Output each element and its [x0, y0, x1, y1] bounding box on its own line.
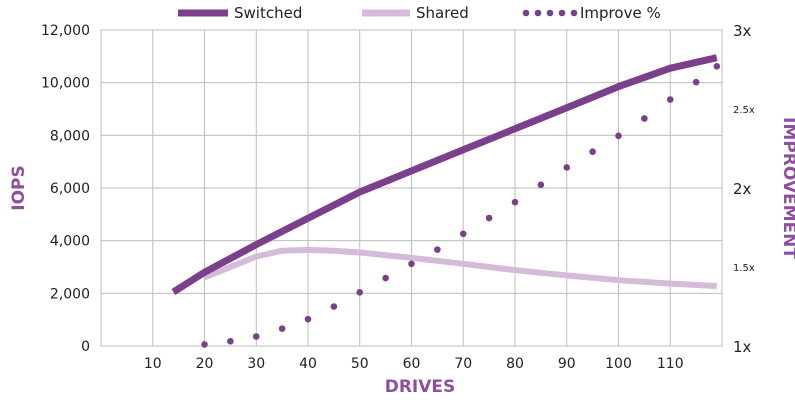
- improve-point: [563, 164, 571, 171]
- improve-point: [304, 315, 312, 323]
- legend-item: Improve %: [522, 4, 661, 22]
- y-axis-title: IOPS: [9, 165, 29, 210]
- grid: [101, 29, 722, 347]
- improve-point: [589, 148, 596, 155]
- improve-point: [511, 198, 519, 206]
- y-tick-label: 2,000: [50, 286, 90, 302]
- series-layer: [171, 54, 721, 348]
- y-tick-label: 12,000: [41, 23, 90, 39]
- improve-point: [356, 288, 364, 296]
- y2-tick-label: 2x: [733, 180, 752, 198]
- improve-point: [408, 260, 415, 268]
- tick-labels: 10 20 30 40 50 60 70 80 90 100 110 0 2,000 4,000 6,000…: [41, 22, 755, 372]
- y2-tick-label: 2.5x: [733, 105, 755, 116]
- legend-label: Improve %: [580, 4, 661, 22]
- y2-tick-label: 3x: [733, 22, 752, 40]
- legend-label: Shared: [416, 4, 469, 22]
- legend-swatch-dot: [522, 9, 530, 17]
- x-tick-label: 50: [351, 356, 369, 372]
- x-tick-label: 100: [605, 356, 632, 372]
- improve-point: [641, 115, 648, 122]
- legend-swatch-dot: [546, 9, 554, 17]
- y-tick-label: 6,000: [50, 181, 90, 197]
- x-tick-label: 110: [657, 356, 684, 372]
- x-tick-label: 80: [506, 356, 524, 372]
- series-line-shared: [203, 246, 717, 289]
- y2-tick-label: 1.5x: [733, 263, 755, 274]
- x-tick-label: 60: [403, 356, 421, 372]
- y-tick-label: 0: [81, 339, 90, 355]
- series-line-switched: [171, 54, 718, 295]
- legend-swatch-dot: [534, 9, 542, 17]
- legend-swatch-dot: [558, 9, 566, 17]
- improve-point: [666, 96, 674, 103]
- series-improve: [201, 63, 721, 348]
- legend-swatch-dot: [570, 9, 578, 17]
- y-tick-label: 8,000: [50, 128, 90, 144]
- y-tick-label: 4,000: [50, 234, 90, 250]
- legend-item: Switched: [178, 4, 302, 22]
- improve-point: [278, 325, 286, 332]
- improve-point: [713, 63, 721, 70]
- improve-point: [227, 337, 234, 345]
- improve-point: [485, 214, 493, 222]
- y-tick-label: 10,000: [41, 76, 90, 92]
- x-tick-label: 30: [247, 356, 265, 372]
- x-axis-title: DRIVES: [385, 377, 456, 397]
- legend-label: Switched: [234, 4, 302, 22]
- x-tick-label: 10: [144, 356, 162, 372]
- y2-tick-label: 1x: [733, 338, 752, 356]
- legend: Switched Shared Improve %: [178, 4, 661, 22]
- plot-frame: [100, 29, 723, 347]
- x-tick-label: 70: [454, 356, 472, 372]
- y2-axis-title: IMPROVEMENT: [779, 117, 795, 259]
- improve-point: [537, 181, 545, 189]
- x-tick-label: 90: [558, 356, 576, 372]
- improve-point: [382, 274, 389, 282]
- improve-point: [692, 78, 700, 86]
- improve-point: [459, 230, 467, 238]
- improve-point: [434, 246, 441, 253]
- improve-point: [201, 341, 208, 348]
- improve-point: [615, 132, 622, 140]
- improve-point: [252, 333, 260, 340]
- legend-item: Shared: [362, 4, 469, 22]
- improve-point: [330, 303, 338, 310]
- x-tick-label: 40: [299, 356, 317, 372]
- x-tick-label: 20: [196, 356, 214, 372]
